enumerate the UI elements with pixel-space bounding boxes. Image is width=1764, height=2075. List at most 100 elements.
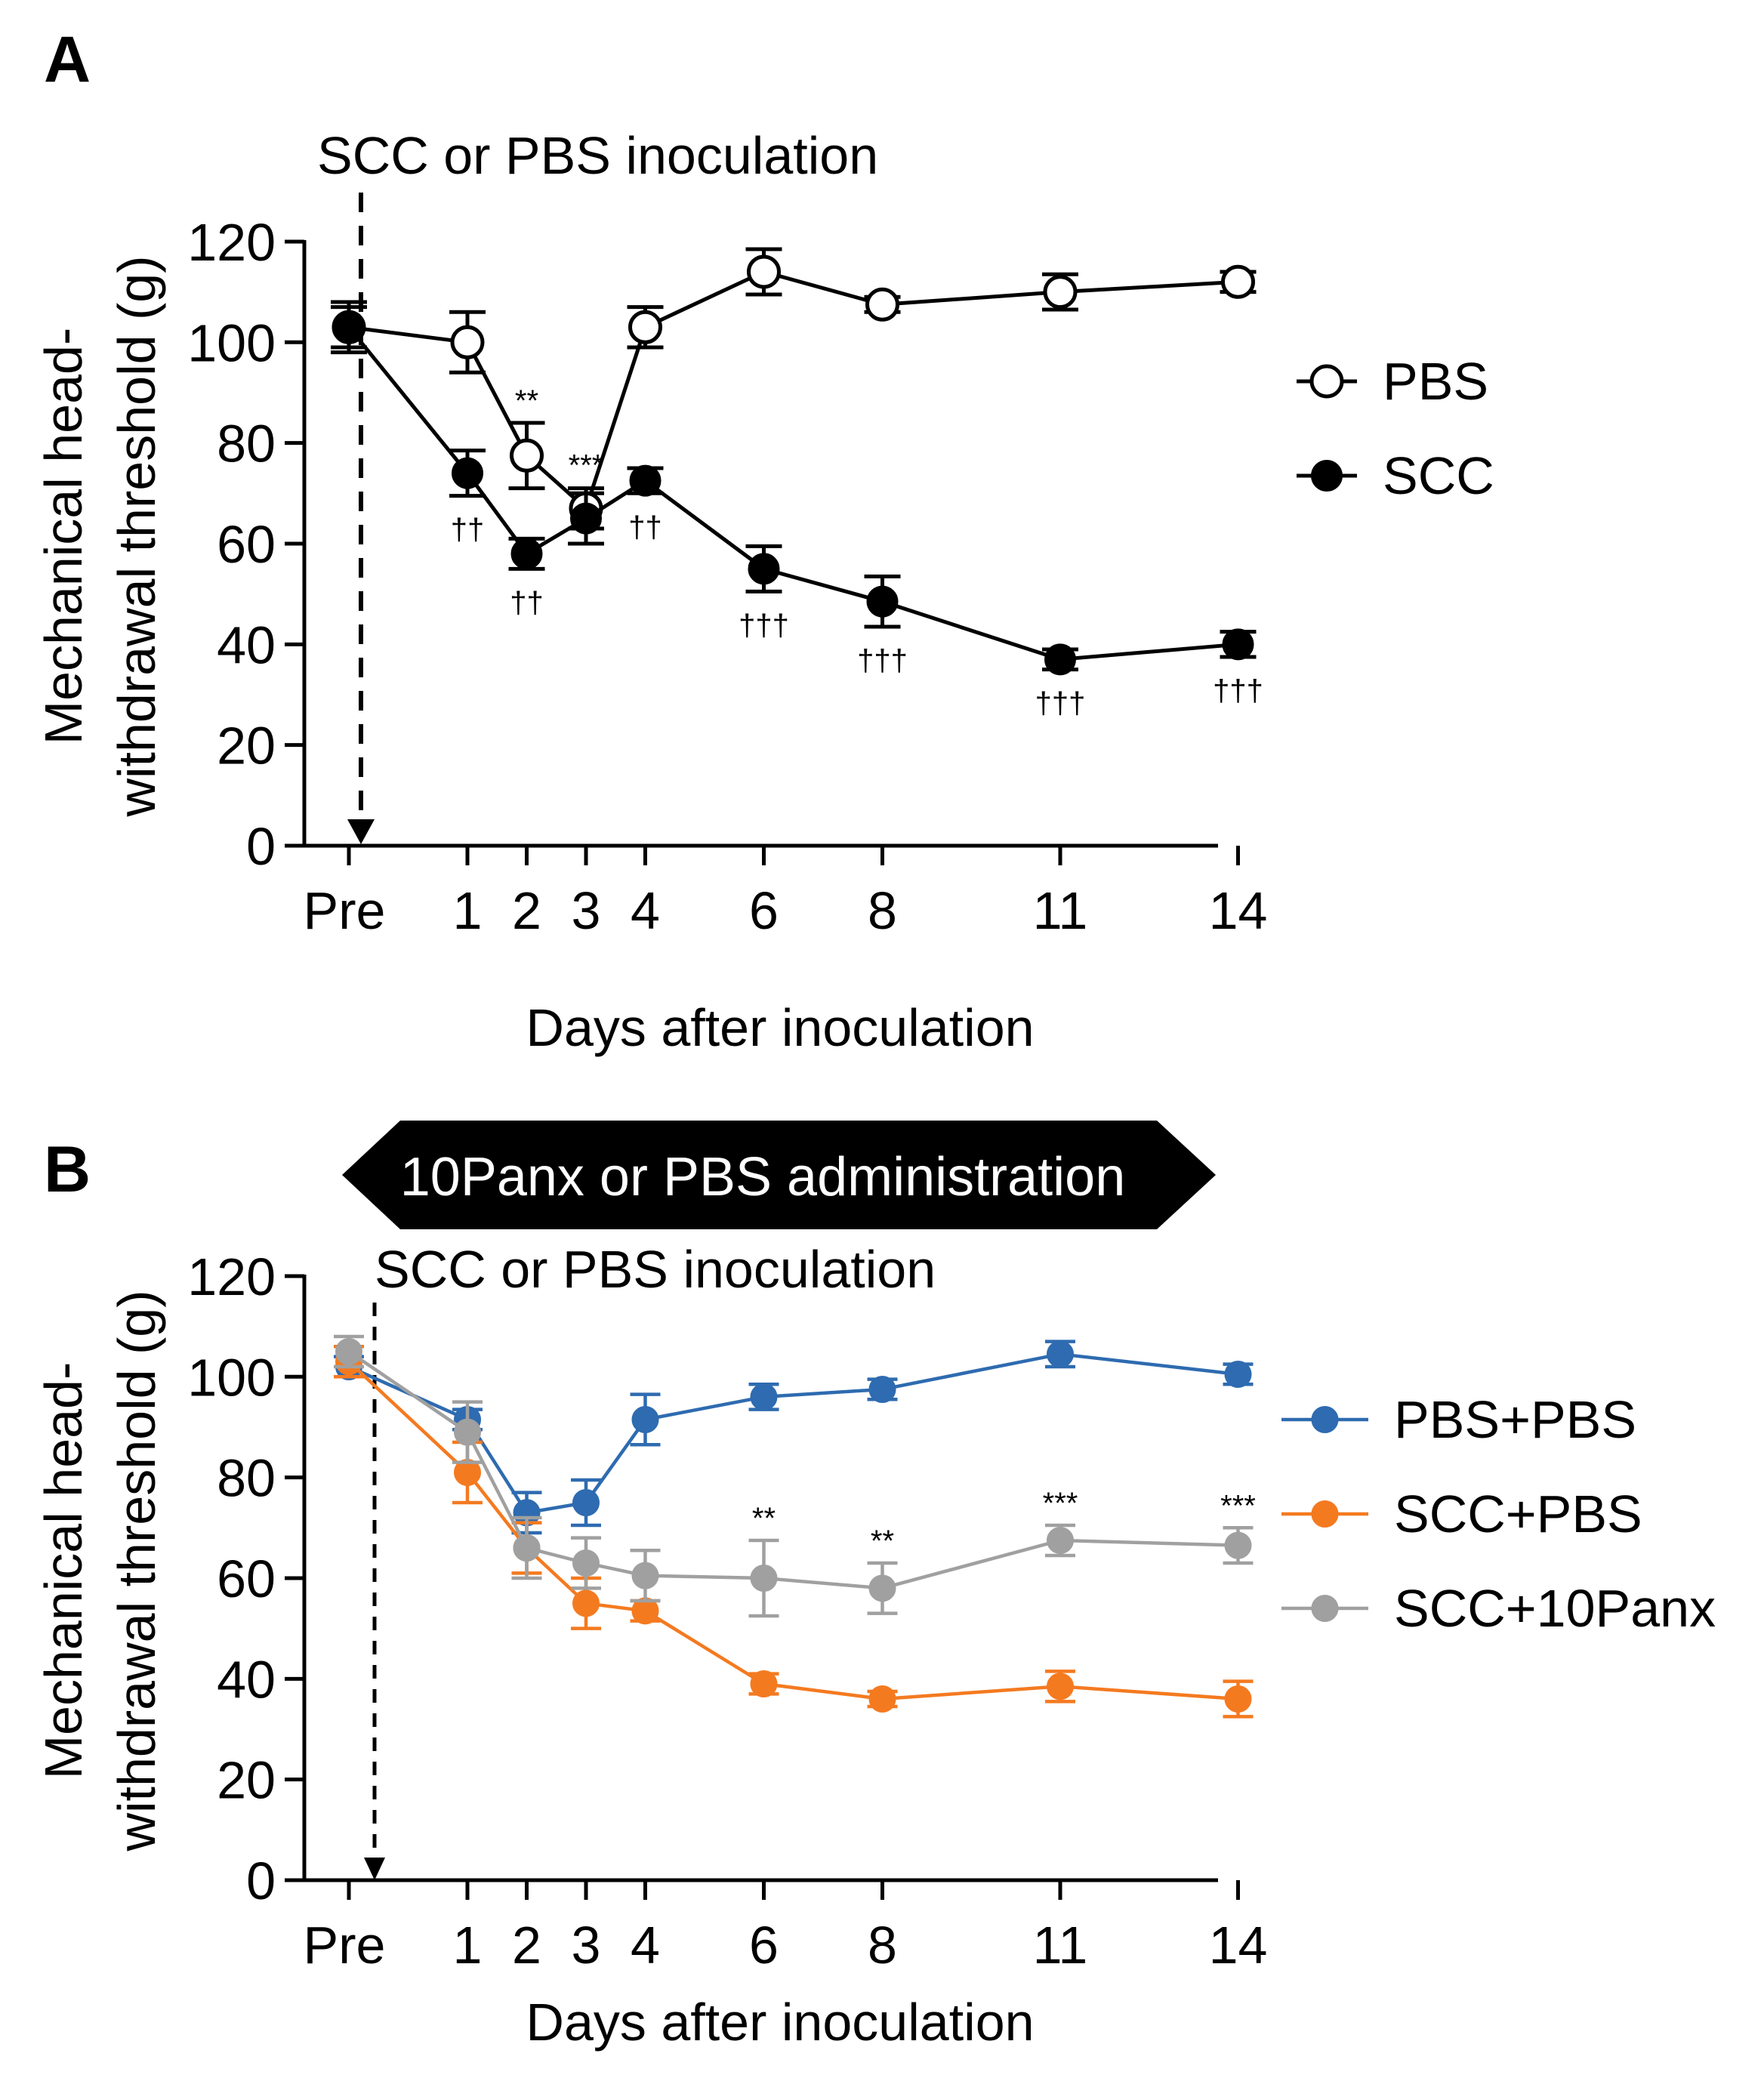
x-tick-label: 4 — [631, 881, 660, 940]
data-point — [747, 254, 781, 289]
data-point — [868, 1685, 896, 1713]
data-point — [572, 1589, 600, 1617]
x-tick-label: 3 — [572, 1916, 601, 1975]
panel-a-x-axis-title: Days after inoculation — [526, 998, 1034, 1057]
y-tick-label: 120 — [187, 213, 276, 272]
y-tick-label: 80 — [217, 1449, 276, 1508]
x-tick-label: 11 — [1033, 881, 1088, 940]
x-tick-label: 1 — [453, 881, 483, 940]
x-tick-label: 1 — [453, 1916, 483, 1975]
panel-a-letter: A — [44, 23, 91, 96]
data-point — [750, 1383, 778, 1411]
panel-b-x-ticks: Pre 1 2 3 4 6 8 11 14 — [304, 1880, 1268, 1975]
legend-label: PBS+PBS — [1394, 1390, 1636, 1449]
x-tick-label: 2 — [512, 1916, 541, 1975]
panel-b-administration-banner — [342, 1121, 1216, 1229]
series-line — [347, 325, 1238, 661]
panel-b-y-ticks: 0 20 40 60 80 100 120 — [187, 1247, 304, 1910]
data-point — [748, 553, 780, 585]
series-line — [347, 1360, 1238, 1701]
data-point — [1224, 1360, 1252, 1388]
x-tick-label: 3 — [572, 881, 601, 940]
legend-entry: PBS — [1297, 352, 1488, 411]
data-point — [335, 1337, 362, 1365]
data-point — [1047, 1673, 1074, 1700]
data-point — [510, 438, 544, 473]
x-tick-label: 8 — [868, 881, 897, 940]
panel-a-x-ticks: Pre 1 2 3 4 6 8 11 14 — [304, 846, 1268, 940]
significance-marker: ** — [752, 1502, 776, 1535]
data-point — [868, 1574, 896, 1602]
significance-marker: *** — [1220, 1489, 1256, 1522]
data-point — [631, 1562, 659, 1589]
data-point — [1222, 628, 1254, 661]
y-tick-label: 60 — [217, 1549, 276, 1608]
data-point — [513, 1534, 541, 1562]
data-point — [1221, 264, 1255, 299]
x-tick-label: Pre — [304, 1916, 386, 1975]
data-point — [454, 1418, 481, 1446]
data-point — [1047, 1526, 1074, 1554]
panel-a: A SCC or PBS inoculation 020406080100120… — [34, 23, 1494, 1057]
y-tick-label: 0 — [246, 817, 276, 876]
x-tick-label: 11 — [1033, 1916, 1088, 1975]
panel-a-y-axis-title-line1: Mechanical head- — [34, 328, 93, 745]
data-point — [572, 1549, 600, 1577]
legend-entry: SCC+10Panx — [1281, 1579, 1716, 1638]
data-point — [333, 311, 365, 344]
panel-b-legend: PBS+PBS SCC+PBS SCC+10Panx — [1281, 1390, 1716, 1638]
panel-b-administration-banner-label: 10Panx or PBS administration — [400, 1147, 1126, 1207]
significance-marker: ††† — [1213, 674, 1263, 708]
data-point — [452, 457, 483, 489]
legend-entry: SCC+PBS — [1281, 1485, 1642, 1543]
data-point — [866, 585, 899, 618]
x-tick-label: 2 — [512, 881, 541, 940]
legend-marker-swatch — [1311, 460, 1343, 492]
x-tick-label: 14 — [1209, 1916, 1268, 1975]
panel-b: B 10Panx or PBS administration SCC or PB… — [34, 1121, 1716, 2052]
data-point — [631, 1405, 659, 1433]
y-tick-label: 20 — [217, 717, 276, 775]
y-tick-label: 40 — [217, 615, 276, 674]
legend-entry: PBS+PBS — [1281, 1390, 1636, 1449]
y-tick-label: 0 — [246, 1851, 276, 1910]
series-scc — [331, 305, 1257, 676]
significance-marker: †† — [510, 586, 544, 619]
legend-marker-swatch — [1309, 364, 1344, 399]
significance-marker: ††† — [857, 644, 908, 677]
x-tick-label: Pre — [304, 881, 386, 940]
significance-marker: *** — [569, 449, 604, 482]
significance-marker: †† — [451, 513, 485, 547]
data-point — [628, 310, 662, 344]
panel-a-plot-area: *****††††††††††††††† ††† — [331, 247, 1263, 720]
significance-marker: ††† — [739, 609, 789, 642]
data-point — [1043, 275, 1078, 310]
legend-marker-swatch — [1311, 1500, 1339, 1528]
panel-a-inoculation-label: SCC or PBS inoculation — [317, 126, 878, 185]
x-tick-label: 8 — [868, 1916, 897, 1975]
y-tick-label: 120 — [187, 1247, 276, 1306]
significance-marker: †† — [628, 510, 662, 544]
legend-marker-swatch — [1311, 1595, 1339, 1622]
legend-entry: SCC — [1297, 446, 1494, 505]
significance-marker: *** — [1043, 1487, 1078, 1520]
y-tick-label: 20 — [217, 1751, 276, 1810]
legend-marker-swatch — [1311, 1406, 1339, 1433]
data-point — [570, 502, 602, 535]
data-point — [1224, 1685, 1252, 1713]
panel-b-y-axis-title-line2: withdrawal threshold (g) — [107, 1290, 166, 1851]
data-point — [1047, 1340, 1074, 1368]
x-tick-label: 14 — [1209, 881, 1268, 940]
legend-label: SCC+PBS — [1394, 1485, 1642, 1543]
y-tick-label: 60 — [217, 515, 276, 574]
data-point — [1044, 643, 1076, 676]
y-tick-label: 100 — [187, 1348, 276, 1407]
data-point — [1224, 1531, 1252, 1559]
series-pbs-pbs — [334, 1340, 1254, 1535]
data-point — [750, 1564, 778, 1592]
data-point — [572, 1488, 600, 1516]
x-tick-label: 6 — [749, 1916, 779, 1975]
y-tick-label: 40 — [217, 1650, 276, 1709]
data-point — [868, 1375, 896, 1403]
